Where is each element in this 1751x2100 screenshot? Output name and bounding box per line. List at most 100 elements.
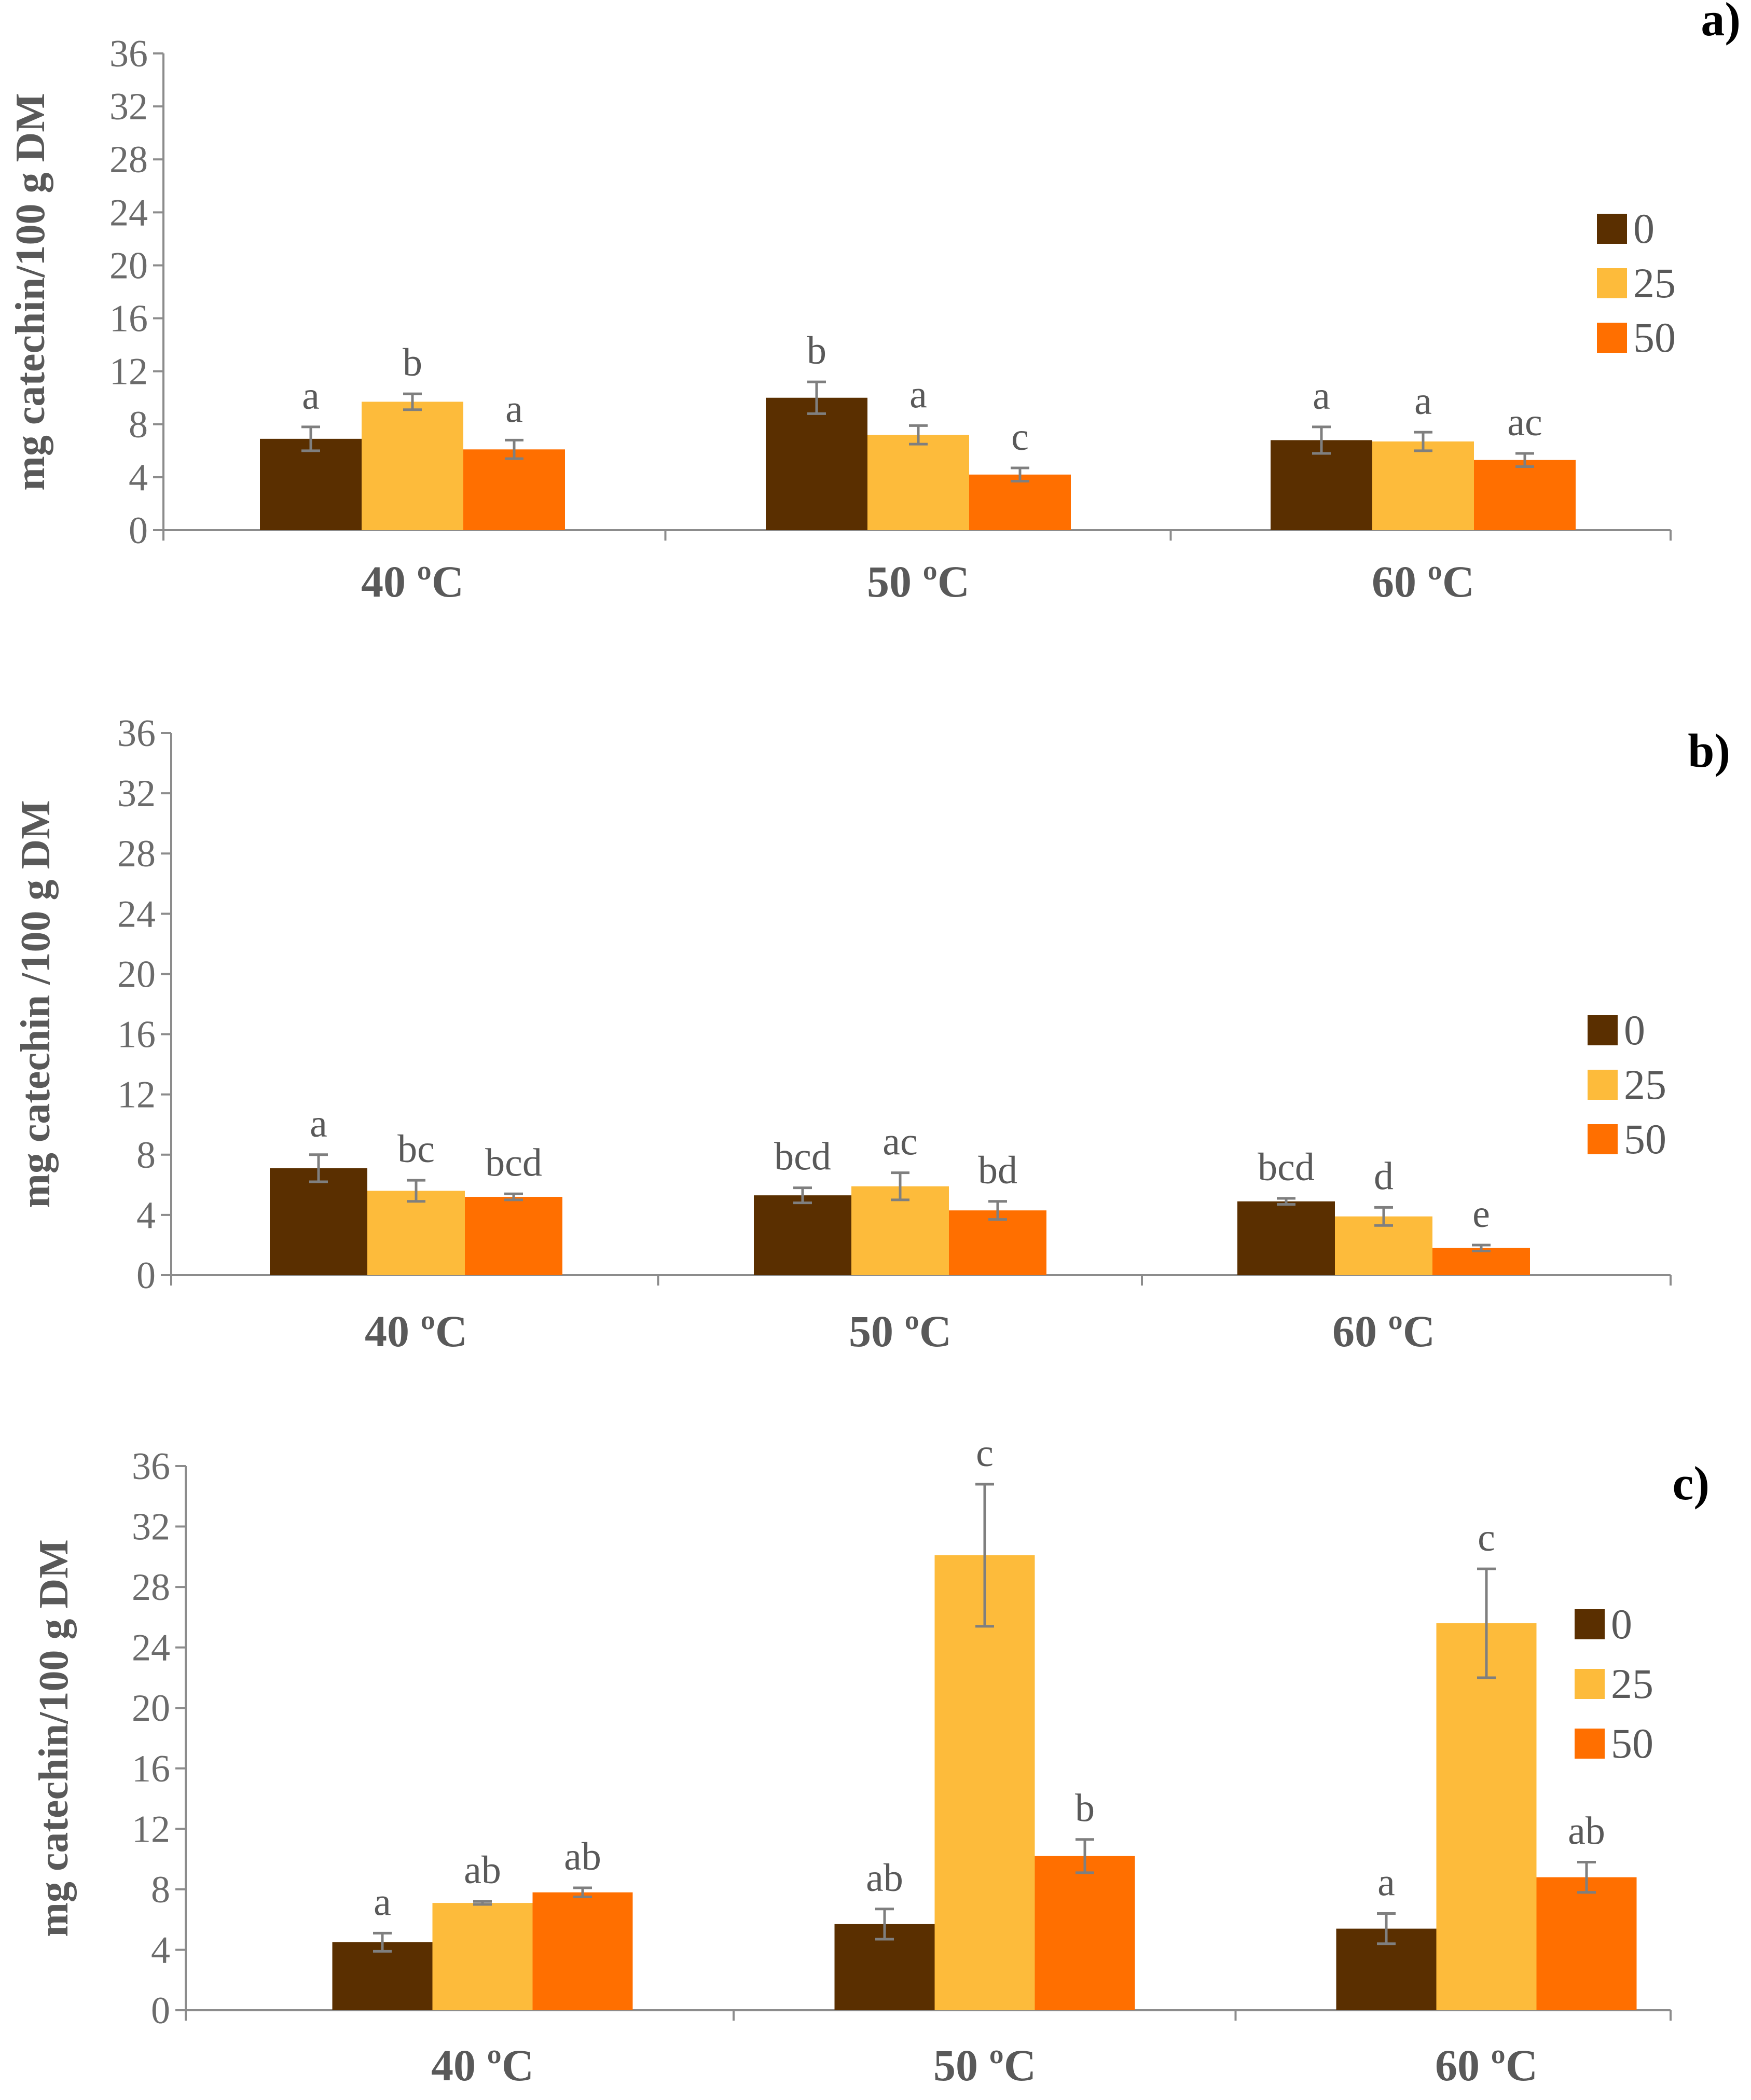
legend-entry: 50 [1611, 1720, 1653, 1767]
y-tick-label: 0 [151, 1990, 170, 2032]
y-axis-title: mg catechin /100 g DM [13, 800, 59, 1208]
legend-entry: 50 [1624, 1115, 1666, 1163]
bar [463, 449, 565, 530]
y-tick-label: 32 [109, 86, 148, 128]
y-tick-label: 24 [109, 191, 148, 234]
y-tick-label: 8 [151, 1869, 170, 1911]
y-tick-label: 8 [136, 1134, 156, 1177]
y-tick-label: 12 [109, 351, 148, 393]
y-tick-label: 32 [117, 772, 156, 815]
significance-label: ab [464, 1848, 501, 1892]
x-category-label: 60 ºC [1332, 1306, 1435, 1356]
significance-label: ab [866, 1856, 903, 1900]
x-category-label: 50 ºC [867, 557, 970, 606]
x-category-label: 50 ºC [849, 1306, 952, 1356]
y-tick-label: 16 [117, 1014, 156, 1056]
bar [1474, 460, 1576, 530]
bar [1436, 1623, 1537, 2010]
y-tick-label: 4 [136, 1194, 156, 1237]
legend-swatch [1588, 1124, 1618, 1154]
bar [1035, 1856, 1135, 2010]
y-tick-label: 0 [129, 509, 148, 552]
significance-label: d [1374, 1154, 1394, 1198]
significance-label: b [1075, 1787, 1095, 1830]
y-tick-label: 16 [109, 298, 148, 340]
y-tick-label: 32 [132, 1506, 170, 1549]
significance-label: ac [1507, 400, 1542, 444]
legend-swatch [1575, 1729, 1605, 1759]
y-tick-label: 24 [132, 1627, 170, 1669]
bar [949, 1210, 1046, 1275]
y-tick-label: 28 [117, 833, 156, 875]
bar [332, 1942, 433, 2010]
y-axis-title: mg catechin/100 g DM [31, 1539, 77, 1937]
significance-label: bcd [774, 1135, 831, 1179]
chart-panel-a: 0 4 8 12 16 20 24 28 32 36 mg catechin/100 g DM a) a… [8, 0, 1741, 606]
chart-panel-c: 0 4 8 12 16 20 24 28 32 36 mg catechin/100 g DM c) a… [31, 1431, 1709, 2090]
bar [754, 1195, 851, 1275]
significance-label: bc [397, 1127, 435, 1171]
significance-label: c [1011, 415, 1029, 459]
y-tick-label: 28 [132, 1566, 170, 1609]
x-category-label: 60 ºC [1372, 557, 1474, 606]
bar [934, 1555, 1035, 2010]
legend-entry: 25 [1633, 259, 1676, 307]
legend-swatch [1597, 323, 1627, 353]
y-tick-label: 12 [132, 1808, 170, 1850]
chart-panel-b: 0 4 8 12 16 20 24 28 32 36 mg catechin /100 g DM b)… [13, 712, 1730, 1356]
significance-label: ab [564, 1835, 601, 1878]
y-tick-label: 16 [132, 1748, 170, 1790]
x-category-label: 50 ºC [933, 2040, 1036, 2090]
significance-label: a [302, 374, 320, 418]
y-tick-label: 36 [117, 712, 156, 755]
y-tick-label: 8 [129, 404, 148, 446]
x-category-label: 60 ºC [1435, 2040, 1538, 2090]
bar [766, 397, 867, 530]
panel-label: b) [1688, 724, 1730, 777]
significance-label: a [1313, 374, 1330, 418]
legend-swatch [1575, 1669, 1605, 1699]
x-category-label: 40 ºC [365, 1306, 467, 1356]
legend-swatch [1575, 1609, 1605, 1639]
legend-entry: 0 [1624, 1006, 1645, 1054]
bar [532, 1892, 633, 2010]
bar [367, 1191, 465, 1275]
bar [1536, 1877, 1637, 2010]
bar [1372, 441, 1474, 530]
bar [465, 1197, 562, 1275]
significance-label: b [807, 329, 826, 372]
bar [1237, 1201, 1335, 1275]
y-axis-title: mg catechin/100 g DM [8, 93, 53, 491]
bar [867, 435, 969, 530]
significance-label: bd [978, 1149, 1017, 1192]
significance-label: a [374, 1880, 391, 1924]
y-tick-label: 36 [132, 1445, 170, 1488]
y-tick-label: 4 [151, 1929, 170, 1971]
panel-label: a) [1701, 0, 1741, 46]
legend-entry: 0 [1633, 205, 1655, 252]
significance-label: a [909, 372, 927, 416]
bar [1271, 440, 1372, 530]
legend-entry: 25 [1611, 1660, 1653, 1707]
panel-label: c) [1673, 1457, 1709, 1510]
bar [362, 402, 463, 530]
significance-label: a [310, 1102, 327, 1145]
y-tick-label: 20 [117, 953, 156, 996]
y-tick-label: 20 [132, 1687, 170, 1730]
y-tick-label: 20 [109, 244, 148, 287]
significance-label: ac [883, 1120, 917, 1164]
significance-label: a [1377, 1861, 1395, 1904]
y-tick-label: 12 [117, 1074, 156, 1116]
significance-label: c [1478, 1516, 1495, 1559]
legend-entry: 50 [1633, 314, 1676, 361]
legend-entry: 0 [1611, 1600, 1632, 1648]
legend-swatch [1588, 1015, 1618, 1045]
bar [432, 1903, 533, 2010]
bar [270, 1168, 367, 1275]
significance-label: b [403, 341, 422, 384]
bar [260, 438, 362, 530]
y-tick-label: 28 [109, 139, 148, 181]
significance-label: ab [1568, 1809, 1605, 1853]
y-tick-label: 36 [109, 33, 148, 75]
